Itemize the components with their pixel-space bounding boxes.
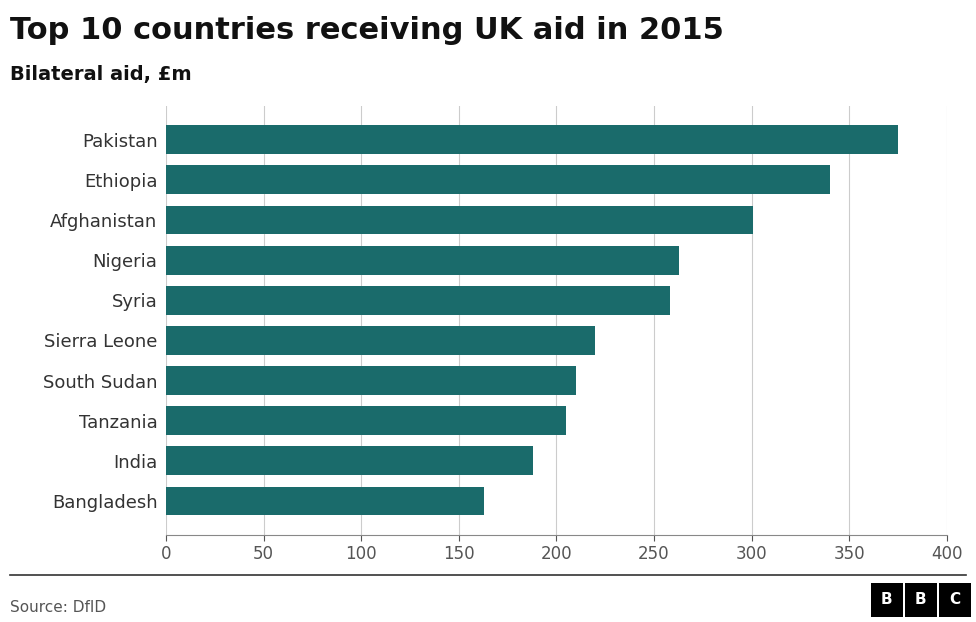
Text: Source: DfID: Source: DfID: [10, 600, 105, 615]
Bar: [166, 447, 533, 475]
Bar: [166, 326, 595, 355]
Text: B: B: [881, 592, 892, 608]
Bar: [166, 286, 670, 315]
Text: Top 10 countries receiving UK aid in 2015: Top 10 countries receiving UK aid in 201…: [10, 16, 723, 45]
Bar: [166, 246, 679, 274]
Bar: [166, 406, 566, 435]
Bar: [166, 486, 484, 516]
Bar: [166, 366, 576, 395]
Bar: [166, 205, 753, 234]
Text: Bilateral aid, £m: Bilateral aid, £m: [10, 65, 191, 85]
Bar: [166, 125, 898, 154]
Bar: [166, 165, 830, 194]
Text: B: B: [915, 592, 926, 608]
Text: C: C: [950, 592, 960, 608]
